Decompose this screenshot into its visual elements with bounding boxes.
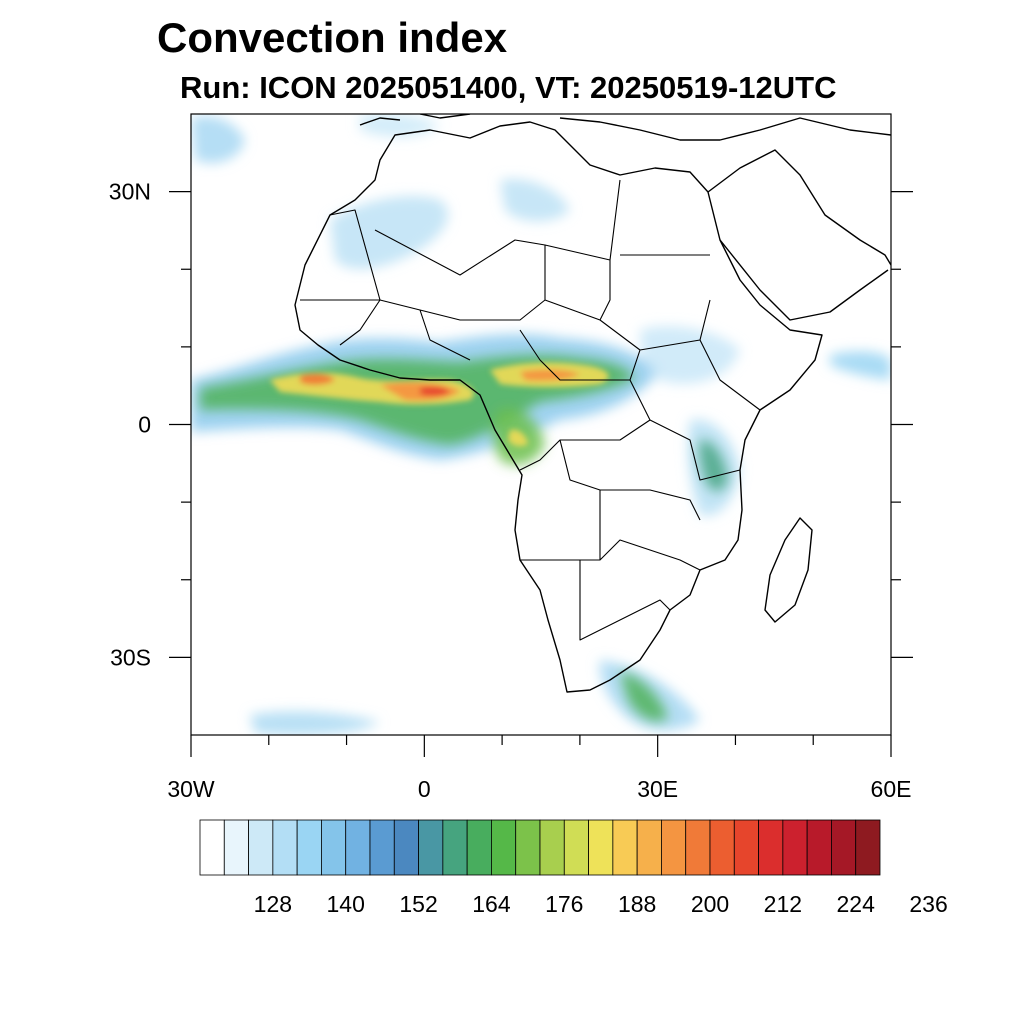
colorbar-label: 212 [764,891,802,917]
field-mid-layer [200,355,728,722]
arabia-coastline [707,149,891,321]
colorbar-swatch [563,819,589,876]
lat-tick-label: 0 [138,412,151,438]
iberia-coastline [359,114,891,141]
colorbar-swatch [539,819,565,876]
colorbar-label: 164 [472,891,511,917]
lon-tick-label: 0 [418,776,431,802]
colorbar-swatch [296,819,322,876]
colorbar-label: 128 [254,891,292,917]
colorbar-label: 140 [327,891,365,917]
colorbar-swatch [199,819,225,876]
colorbar-labels: 128 140 152 164 176 188 200 212 224 236 [254,891,948,917]
lon-tick-label: 60E [871,776,912,802]
axis-ticks [169,191,913,757]
convection-field [191,114,891,735]
lat-tick-label: 30N [109,179,151,205]
field-low-layer [191,114,891,735]
lon-tick-label: 30E [637,776,678,802]
colorbar-label: 224 [837,891,876,917]
colorbar-swatch [588,819,614,876]
colorbar-swatch [612,819,638,876]
colorbar-swatch [733,819,759,876]
colorbar-swatch [321,819,347,876]
colorbar-swatch [491,819,517,876]
colorbar-swatch [442,819,468,876]
colorbar-swatch [418,819,444,876]
colorbar-swatch [758,819,784,876]
colorbar-swatch [466,819,492,876]
madagascar-coastline [764,517,813,623]
colorbar-label: 152 [399,891,437,917]
colorbar-label: 188 [618,891,656,917]
colorbar-swatch [223,819,249,876]
colorbar-label: 176 [545,891,583,917]
colorbar-swatch [248,819,274,876]
colorbar-swatch [782,819,808,876]
colorbar-label: 236 [909,891,947,917]
colorbar-swatch [855,819,881,876]
africa-coastline [294,121,823,693]
colorbar-swatch [345,819,371,876]
colorbar-swatch [636,819,662,876]
colorbar-swatch [685,819,711,876]
country-borders [300,179,761,641]
lon-tick-label: 30W [167,776,215,802]
coastline-and-borders [294,114,891,693]
colorbar-swatch [515,819,541,876]
lat-tick-label: 30S [110,644,151,670]
chart-title: Convection index [157,14,508,61]
colorbar-swatch [831,819,857,876]
colorbar-swatch [709,819,735,876]
colorbar-swatch [661,819,687,876]
field-high-layer [270,362,609,447]
axis-labels: 30W 0 30E 60E 30N 0 30S [109,179,912,802]
colorbar [199,819,881,876]
colorbar-swatch [806,819,832,876]
colorbar-swatch [369,819,395,876]
colorbar-swatch [272,819,298,876]
colorbar-swatch [393,819,419,876]
colorbar-label: 200 [691,891,729,917]
chart-subtitle: Run: ICON 2025051400, VT: 20250519-12UTC [180,70,837,105]
